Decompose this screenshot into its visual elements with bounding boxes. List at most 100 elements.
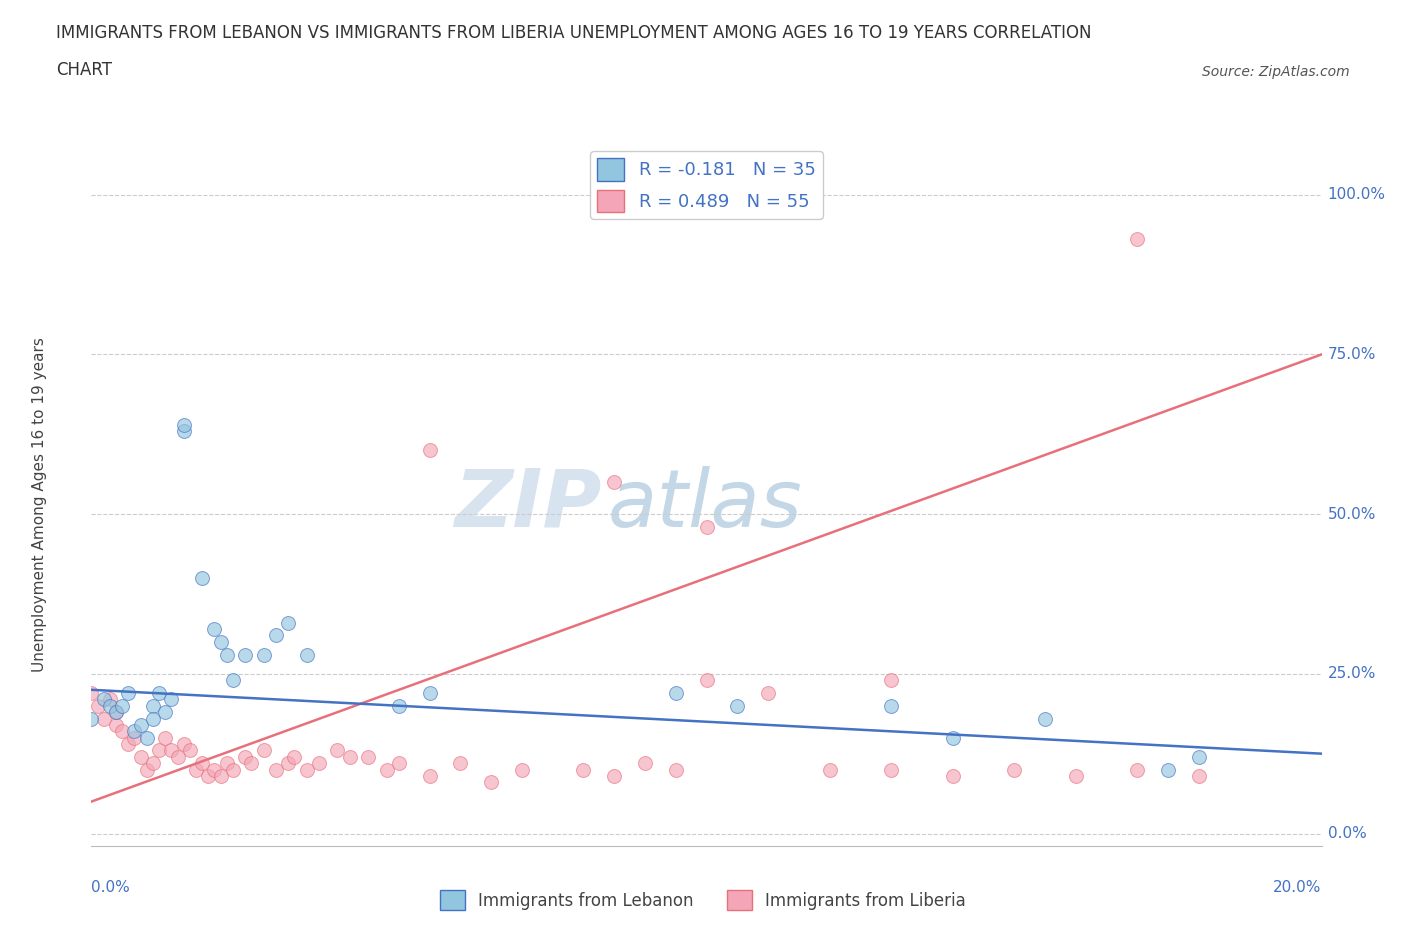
- Point: [142, 698, 165, 713]
- Point: [124, 730, 146, 745]
- Point: [388, 698, 411, 713]
- Point: [105, 705, 127, 720]
- Point: [215, 756, 238, 771]
- Point: [105, 705, 127, 720]
- Text: Unemployment Among Ages 16 to 19 years: Unemployment Among Ages 16 to 19 years: [32, 337, 48, 672]
- Point: [148, 685, 170, 700]
- Point: [1157, 763, 1180, 777]
- Point: [277, 756, 299, 771]
- Point: [1064, 768, 1087, 783]
- Text: CHART: CHART: [56, 61, 112, 79]
- Point: [756, 685, 779, 700]
- Point: [295, 763, 318, 777]
- Point: [160, 692, 183, 707]
- Point: [634, 756, 657, 771]
- Point: [202, 763, 225, 777]
- Point: [86, 698, 108, 713]
- Point: [603, 474, 626, 489]
- Point: [105, 717, 127, 732]
- Point: [153, 705, 177, 720]
- Point: [295, 647, 318, 662]
- Point: [388, 756, 411, 771]
- Legend: R = -0.181   N = 35, R = 0.489   N = 55: R = -0.181 N = 35, R = 0.489 N = 55: [591, 152, 823, 219]
- Point: [375, 763, 398, 777]
- Point: [818, 763, 841, 777]
- Point: [129, 717, 152, 732]
- Text: 25.0%: 25.0%: [1327, 666, 1376, 682]
- Point: [93, 692, 115, 707]
- Point: [191, 756, 214, 771]
- Point: [222, 763, 245, 777]
- Text: 20.0%: 20.0%: [1274, 881, 1322, 896]
- Point: [308, 756, 330, 771]
- Point: [942, 730, 965, 745]
- Point: [166, 750, 188, 764]
- Point: [160, 743, 183, 758]
- Text: Source: ZipAtlas.com: Source: ZipAtlas.com: [1202, 65, 1350, 79]
- Text: 75.0%: 75.0%: [1327, 347, 1376, 362]
- Point: [209, 768, 232, 783]
- Point: [191, 570, 214, 585]
- Text: ZIP: ZIP: [454, 466, 602, 543]
- Point: [880, 672, 903, 687]
- Point: [1187, 750, 1209, 764]
- Point: [111, 698, 134, 713]
- Text: 50.0%: 50.0%: [1327, 507, 1376, 522]
- Point: [479, 775, 502, 790]
- Point: [880, 763, 903, 777]
- Point: [419, 685, 441, 700]
- Point: [111, 724, 134, 738]
- Text: 0.0%: 0.0%: [91, 881, 131, 896]
- Point: [80, 685, 103, 700]
- Point: [148, 743, 170, 758]
- Point: [696, 672, 718, 687]
- Point: [173, 737, 195, 751]
- Text: IMMIGRANTS FROM LEBANON VS IMMIGRANTS FROM LIBERIA UNEMPLOYMENT AMONG AGES 16 TO: IMMIGRANTS FROM LEBANON VS IMMIGRANTS FR…: [56, 24, 1091, 42]
- Point: [93, 711, 115, 726]
- Point: [197, 768, 219, 783]
- Point: [283, 750, 305, 764]
- Point: [142, 711, 165, 726]
- Point: [233, 647, 256, 662]
- Point: [665, 763, 688, 777]
- Point: [233, 750, 256, 764]
- Point: [264, 763, 287, 777]
- Point: [117, 685, 139, 700]
- Point: [135, 730, 157, 745]
- Point: [142, 756, 165, 771]
- Text: 0.0%: 0.0%: [1327, 826, 1367, 841]
- Point: [215, 647, 238, 662]
- Point: [603, 768, 626, 783]
- Point: [696, 520, 718, 535]
- Point: [153, 730, 177, 745]
- Point: [129, 750, 152, 764]
- Point: [264, 628, 287, 643]
- Point: [253, 647, 276, 662]
- Point: [1002, 763, 1025, 777]
- Point: [80, 711, 103, 726]
- Point: [725, 698, 748, 713]
- Point: [98, 692, 121, 707]
- Point: [98, 698, 121, 713]
- Point: [179, 743, 201, 758]
- Point: [1126, 232, 1149, 246]
- Point: [326, 743, 349, 758]
- Text: atlas: atlas: [607, 466, 803, 543]
- Point: [357, 750, 380, 764]
- Point: [277, 616, 299, 631]
- Point: [510, 763, 533, 777]
- Point: [1126, 763, 1149, 777]
- Legend: Immigrants from Lebanon, Immigrants from Liberia: Immigrants from Lebanon, Immigrants from…: [433, 884, 973, 917]
- Point: [419, 443, 441, 458]
- Point: [1033, 711, 1056, 726]
- Point: [880, 698, 903, 713]
- Point: [339, 750, 361, 764]
- Point: [665, 685, 688, 700]
- Point: [419, 768, 441, 783]
- Point: [184, 763, 207, 777]
- Point: [173, 418, 195, 432]
- Point: [449, 756, 471, 771]
- Point: [117, 737, 139, 751]
- Point: [942, 768, 965, 783]
- Point: [572, 763, 595, 777]
